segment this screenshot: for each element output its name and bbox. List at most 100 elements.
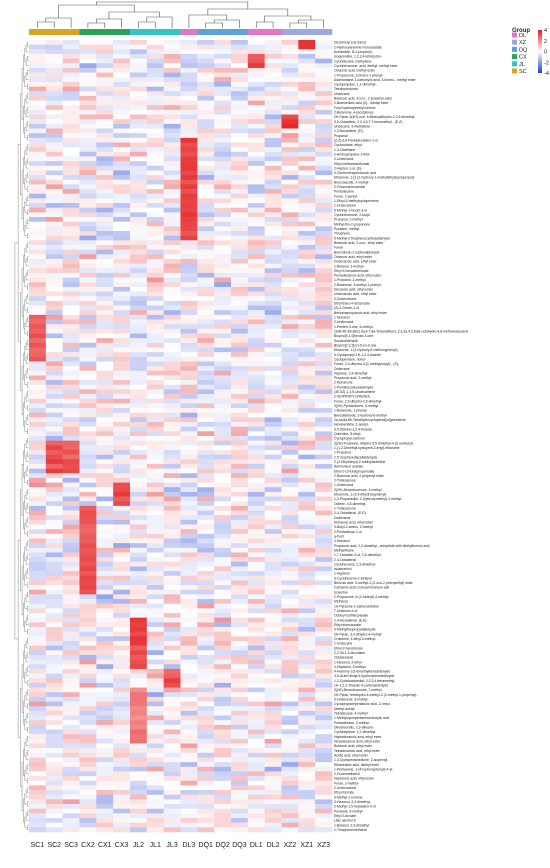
heatmap-cell	[62, 790, 80, 796]
heatmap-cell	[45, 543, 63, 549]
heatmap-cell	[281, 67, 299, 73]
row-label: 1-Undecyne	[334, 642, 352, 646]
heatmap-cell	[45, 305, 63, 311]
heatmap-cell	[146, 454, 164, 460]
heatmap-cell	[264, 244, 282, 250]
heatmap-cell	[45, 580, 63, 586]
heatmap-cell	[231, 263, 249, 269]
heatmap-cell	[197, 482, 215, 488]
heatmap-cell	[197, 244, 215, 250]
heatmap-cell	[29, 627, 47, 632]
heatmap-cell	[130, 729, 148, 735]
column-label: XZ1	[300, 842, 313, 849]
heatmap-cell	[130, 67, 148, 73]
heatmap-cell	[163, 161, 181, 167]
heatmap-cell	[298, 422, 316, 427]
heatmap-cell	[79, 147, 97, 153]
row-label: Ethanone, 1-[1-(1-hydroxy-1-methylethyl)…	[334, 176, 415, 180]
dendrogram-branch	[27, 517, 29, 523]
heatmap-cell	[180, 696, 198, 702]
heatmap-cell	[197, 249, 215, 255]
heatmap-cell	[62, 189, 80, 195]
heatmap-cell	[62, 221, 80, 227]
heatmap-cell	[113, 217, 131, 222]
row-label: Tetradecanoic acid, ethyl ester	[334, 749, 381, 753]
heatmap-cell	[315, 95, 333, 101]
row-label: (3aR,4R,8S,8aS)-3a,4,7,8a-Tetramethyl-1,…	[334, 329, 468, 333]
heatmap-cell	[315, 366, 333, 372]
dendrogram-branch	[27, 503, 29, 509]
heatmap-cell	[163, 412, 181, 418]
heatmap-cell	[298, 468, 316, 474]
heatmap-cell	[197, 165, 215, 171]
heatmap-cell	[146, 790, 164, 796]
heatmap-cell	[264, 757, 282, 763]
heatmap-cell	[247, 757, 265, 763]
heatmap-cell	[79, 445, 97, 451]
heatmap-cell	[197, 552, 215, 558]
heatmap-cell	[62, 105, 80, 111]
heatmap-cell	[247, 627, 265, 632]
heatmap-cell	[146, 720, 164, 726]
heatmap-cell	[281, 105, 299, 111]
heatmap-cell	[281, 459, 299, 465]
heatmap-cell	[163, 631, 181, 637]
heatmap-cell	[231, 184, 249, 190]
row-label: 2-Methyl-1,5-heptadien-4-ol	[334, 805, 376, 809]
heatmap-cell	[298, 137, 316, 143]
heatmap-cell	[163, 668, 181, 674]
heatmap-cell	[113, 729, 131, 735]
heatmap-cell	[264, 682, 282, 688]
heatmap-cell	[113, 235, 131, 241]
heatmap-cell	[231, 538, 249, 544]
heatmap-cell	[146, 203, 164, 209]
heatmap-cell	[281, 305, 299, 311]
heatmap-cell	[96, 394, 114, 400]
heatmap-cell	[113, 519, 131, 525]
heatmap-cell	[281, 403, 299, 409]
heatmap-cell	[247, 375, 265, 381]
heatmap-cell	[315, 133, 333, 139]
heatmap-cell	[231, 49, 249, 55]
heatmap-cell	[163, 217, 181, 222]
heatmap-cell	[298, 501, 316, 507]
heatmap-cell	[130, 766, 148, 772]
heatmap-cell	[298, 151, 316, 157]
heatmap-cell	[79, 519, 97, 525]
heatmap-cell	[45, 408, 63, 414]
heatmap-cell	[96, 491, 114, 497]
heatmap-cell	[29, 501, 47, 507]
heatmap-cell	[264, 668, 282, 674]
heatmap-cell	[281, 515, 299, 521]
row-label: Heptane, 2,4-dimethyl-	[334, 371, 368, 375]
row-labels: Dicarbonyl (cis-trans)2-Hydroxyarymine m…	[334, 41, 468, 832]
row-label: Cyclohexanol, 2,3-dimethyl-	[334, 562, 376, 566]
heatmap-cell	[315, 305, 333, 311]
heatmap-cell	[231, 813, 249, 819]
heatmap-cell	[96, 175, 114, 181]
heatmap-cell	[298, 515, 316, 521]
heatmap-cell	[281, 720, 299, 726]
heatmap-cell	[79, 650, 97, 656]
heatmap-cell	[163, 249, 181, 255]
heatmap-cell	[247, 133, 265, 139]
heatmap-cell	[298, 729, 316, 735]
heatmap-cell	[146, 594, 164, 600]
heatmap-cell	[130, 818, 148, 823]
heatmap-cell	[163, 63, 181, 69]
heatmap-cell	[197, 193, 215, 199]
heatmap-cell	[79, 599, 97, 605]
heatmap-cell	[163, 49, 181, 55]
heatmap-cell	[231, 673, 249, 679]
heatmap-cell	[96, 627, 114, 632]
heatmap-cell	[130, 291, 148, 297]
heatmap-cell	[29, 105, 47, 111]
heatmap-cell	[146, 100, 164, 106]
heatmap-cell	[231, 515, 249, 521]
heatmap-cell	[264, 636, 282, 642]
heatmap-cell	[163, 128, 181, 134]
heatmap-cell	[281, 491, 299, 497]
heatmap-cell	[62, 505, 80, 511]
heatmap-cell	[197, 794, 215, 800]
heatmap-cell	[146, 710, 164, 716]
